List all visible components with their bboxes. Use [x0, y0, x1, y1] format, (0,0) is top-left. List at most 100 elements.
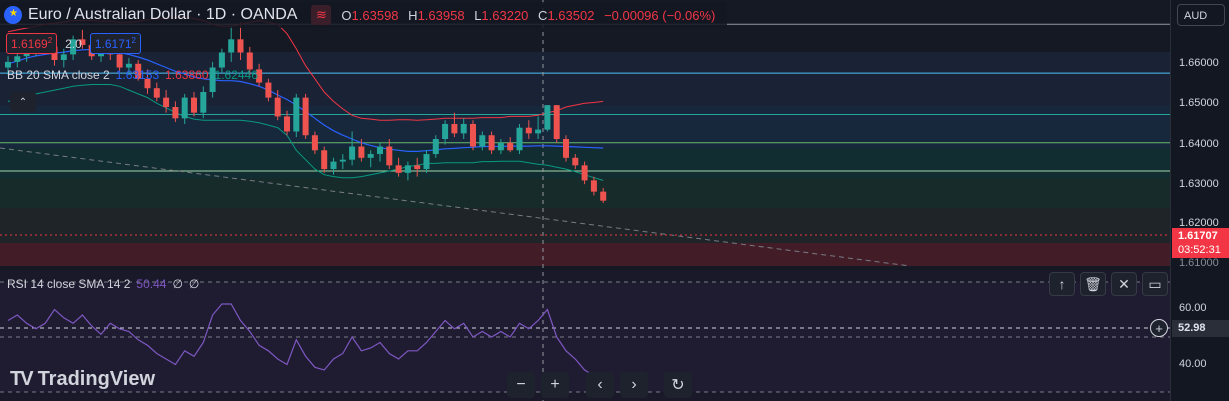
candle-body — [5, 61, 11, 68]
candle-body — [544, 105, 551, 130]
plus-circle-icon: + — [1155, 320, 1163, 336]
rsi-legend-label[interactable]: RSI 14 close SMA 14 2 — [7, 277, 131, 291]
candle-body — [70, 39, 77, 55]
rsi-extra-1: ∅ — [172, 277, 183, 291]
candle-body — [144, 78, 151, 89]
candle-body — [172, 107, 179, 119]
zoom-out-button[interactable]: − — [507, 372, 535, 398]
price-axis[interactable]: AUD 1.66000 1.65000 1.64000 1.63000 1.62… — [1170, 0, 1229, 401]
candle-body — [432, 139, 439, 155]
sell-button[interactable]: 1.61692 — [6, 33, 58, 54]
candle-body — [200, 91, 207, 113]
candle-body — [516, 127, 523, 151]
candle-body — [600, 191, 607, 201]
candle-body — [218, 52, 225, 68]
candle-body — [470, 123, 476, 147]
trash-icon: 🗑 — [1084, 275, 1102, 292]
candle-body — [488, 135, 495, 151]
tradingview-logo[interactable]: TV TradingView — [10, 368, 155, 391]
candle-body — [367, 154, 374, 158]
zone-band-5 — [0, 208, 1170, 243]
candle-body — [293, 97, 300, 132]
compare-icon[interactable]: ≋ — [311, 5, 332, 25]
price-tick: 1.61000 — [1179, 257, 1219, 269]
candle-body — [460, 123, 467, 134]
candle-body — [339, 159, 346, 162]
price-tick: 1.66000 — [1179, 57, 1219, 69]
candle-body — [116, 54, 123, 68]
symbol-title[interactable]: Euro / Australian Dollar · 1D · OANDA — [28, 6, 298, 23]
zoom-in-button[interactable]: + — [541, 372, 569, 398]
candle-body — [395, 165, 402, 173]
candle-body — [377, 146, 383, 155]
maximize-icon: ▭ — [1148, 275, 1162, 292]
rsi-line — [7, 303, 604, 379]
candle-body — [209, 67, 216, 92]
price-tick: 1.64000 — [1179, 138, 1219, 150]
candle-body — [228, 39, 235, 53]
rsi-tick: 40.00 — [1179, 358, 1207, 370]
buy-button[interactable]: 1.61712 — [89, 33, 141, 54]
candle-body — [349, 146, 356, 160]
maximize-pane-button[interactable]: ▭ — [1142, 272, 1168, 296]
price-tick: 1.63000 — [1179, 178, 1219, 190]
price-chart-canvas[interactable] — [0, 0, 1170, 401]
candle-body — [414, 165, 421, 170]
logo-text: TradingView — [37, 368, 156, 390]
candle-body — [525, 127, 532, 134]
candle-body — [479, 135, 486, 147]
candle-body — [265, 82, 272, 98]
candle-body — [284, 116, 290, 132]
currency-selector[interactable]: AUD — [1177, 4, 1225, 26]
candle-body — [79, 39, 86, 45]
bb-legend-label[interactable]: BB 20 SMA close 2 — [7, 68, 110, 82]
candle-body — [563, 139, 569, 158]
add-plus-button[interactable]: + — [1150, 319, 1168, 337]
move-pane-up-button[interactable]: ↑ — [1049, 272, 1075, 296]
candle-body — [330, 161, 337, 170]
rsi-current-label: 52.98 — [1172, 320, 1229, 337]
bb-lower-value: 1.62446 — [214, 68, 258, 82]
rsi-legend[interactable]: RSI 14 close SMA 14 2 50.44 ∅ ∅ — [7, 277, 205, 291]
candle-body — [125, 63, 132, 68]
scroll-left-button[interactable]: ‹ — [586, 372, 614, 398]
bb-basis-value: 1.63153 — [115, 68, 160, 82]
price-tick: 1.65000 — [1179, 97, 1219, 109]
candle-body — [153, 88, 160, 98]
candle-body — [404, 165, 411, 173]
currency-flag-icon: ★ — [4, 6, 22, 24]
rsi-value: 50.44 — [136, 277, 167, 291]
rsi-extra-2: ∅ — [188, 277, 200, 291]
candle-body — [311, 135, 318, 151]
delete-pane-button[interactable]: 🗑 — [1080, 272, 1106, 296]
zone-band-2 — [0, 106, 1170, 148]
candle-body — [60, 54, 67, 61]
candle-body — [163, 97, 170, 108]
zone-band-1 — [0, 52, 1170, 106]
candle-body — [590, 180, 597, 192]
candle-body — [237, 39, 244, 53]
scroll-right-button[interactable]: › — [620, 372, 648, 398]
reset-chart-button[interactable]: ↻ — [664, 372, 692, 398]
candle-body — [191, 97, 197, 113]
arrow-up-icon: ↑ — [1058, 276, 1066, 292]
bb-legend[interactable]: BB 20 SMA close 2 1.63153 1.63860 1.6244… — [7, 68, 264, 82]
candle-body — [256, 69, 263, 83]
candle-body — [358, 146, 365, 158]
candle-body — [14, 56, 21, 62]
candle-body — [135, 63, 142, 79]
plus-icon: + — [550, 376, 560, 393]
collapse-legend-button[interactable]: ⌃ — [10, 92, 36, 112]
candle-body — [321, 150, 328, 170]
candle-body — [274, 97, 281, 117]
collapse-pane-button[interactable]: ✕ — [1111, 272, 1137, 296]
symbol-legend: ★ Euro / Australian Dollar · 1D · OANDA … — [0, 2, 728, 28]
current-price-label: 1.61707 03:52:31 — [1172, 228, 1229, 258]
bid-ask-panel: 1.61692 2.0 1.61712 — [6, 33, 141, 54]
zone-band-red — [0, 243, 1170, 266]
candle-body — [581, 165, 588, 181]
tradingview-logo-icon: TV — [10, 368, 34, 390]
price-tick: 1.62000 — [1179, 217, 1219, 229]
collapse-icon: ✕ — [1118, 275, 1130, 292]
